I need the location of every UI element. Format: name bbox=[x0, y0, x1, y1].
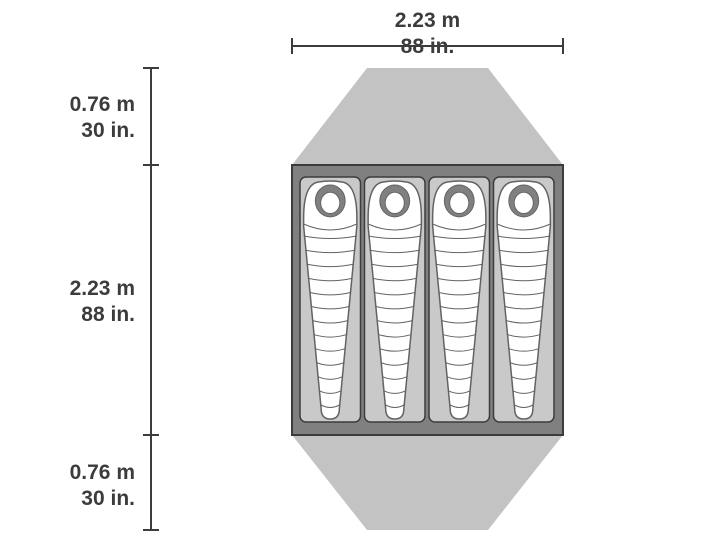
diagram-svg bbox=[0, 0, 720, 540]
tent-floorplan-diagram: 2.23 m 88 in. 0.76 m 30 in. 2.23 m 88 in… bbox=[0, 0, 720, 540]
